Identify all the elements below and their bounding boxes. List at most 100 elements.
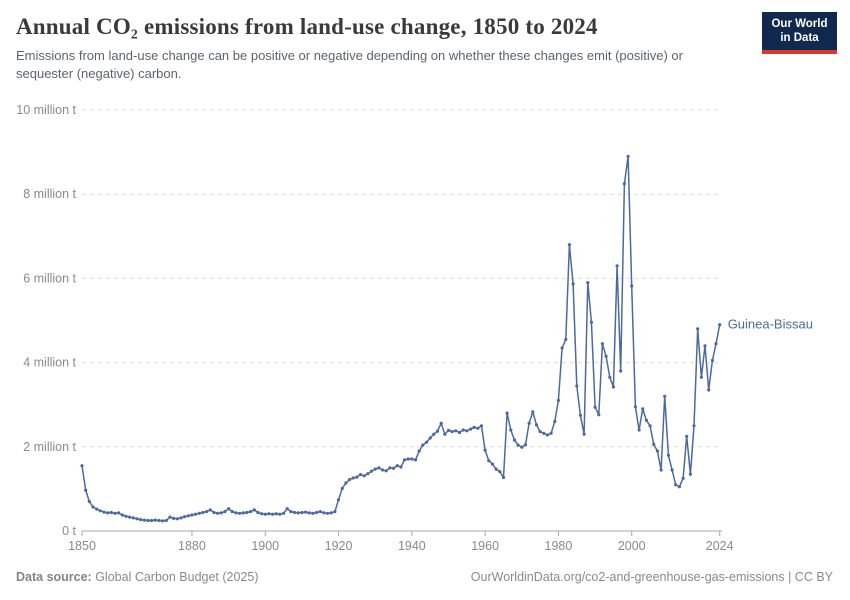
- data-point[interactable]: [688, 472, 693, 476]
- data-point[interactable]: [655, 449, 660, 453]
- data-point[interactable]: [586, 281, 590, 285]
- data-point[interactable]: [516, 443, 520, 447]
- data-point[interactable]: [450, 430, 454, 434]
- data-point[interactable]: [410, 457, 414, 461]
- data-point[interactable]: [238, 511, 242, 515]
- data-point[interactable]: [582, 432, 586, 436]
- data-point[interactable]: [344, 481, 348, 485]
- data-point[interactable]: [128, 515, 132, 519]
- data-point[interactable]: [630, 284, 634, 288]
- data-point[interactable]: [666, 453, 671, 457]
- data-point[interactable]: [512, 438, 517, 442]
- data-point[interactable]: [102, 510, 106, 514]
- data-point[interactable]: [369, 469, 374, 473]
- data-point[interactable]: [611, 385, 616, 389]
- data-point[interactable]: [234, 511, 238, 515]
- data-point[interactable]: [197, 511, 201, 515]
- data-point[interactable]: [388, 466, 392, 470]
- data-point[interactable]: [685, 434, 689, 438]
- data-point[interactable]: [428, 436, 432, 440]
- data-point[interactable]: [91, 505, 95, 509]
- data-point[interactable]: [483, 448, 487, 452]
- data-point[interactable]: [245, 510, 249, 515]
- data-point[interactable]: [523, 443, 528, 447]
- data-point[interactable]: [490, 462, 495, 466]
- data-point[interactable]: [256, 510, 260, 515]
- data-point[interactable]: [699, 375, 704, 379]
- data-point[interactable]: [373, 467, 377, 471]
- line-chart[interactable]: 0 t 2 million t 4 million t 6 million t 8 mi…: [0, 100, 850, 560]
- data-point[interactable]: [659, 468, 663, 472]
- data-point[interactable]: [520, 445, 524, 449]
- data-point[interactable]: [300, 510, 304, 515]
- data-point[interactable]: [479, 424, 484, 428]
- data-point[interactable]: [216, 511, 220, 515]
- data-point[interactable]: [670, 468, 674, 472]
- data-point[interactable]: [271, 512, 275, 516]
- data-point[interactable]: [194, 512, 198, 516]
- data-point[interactable]: [509, 428, 513, 432]
- data-point[interactable]: [527, 421, 531, 425]
- data-point[interactable]: [538, 430, 542, 434]
- data-point[interactable]: [589, 320, 594, 324]
- data-point[interactable]: [146, 518, 150, 523]
- data-point[interactable]: [443, 432, 447, 436]
- data-point[interactable]: [142, 518, 146, 522]
- data-point[interactable]: [230, 510, 234, 514]
- data-point[interactable]: [600, 342, 605, 346]
- data-point[interactable]: [164, 518, 168, 523]
- data-point[interactable]: [476, 426, 480, 430]
- entity-label[interactable]: Guinea-Bissau: [728, 317, 813, 332]
- data-point[interactable]: [293, 510, 297, 515]
- data-point[interactable]: [710, 358, 715, 363]
- data-point[interactable]: [340, 486, 344, 491]
- data-point[interactable]: [113, 511, 117, 515]
- owid-url-link[interactable]: OurWorldinData.org/co2-and-greenhouse-ga…: [470, 570, 833, 584]
- data-point[interactable]: [454, 429, 458, 433]
- data-point[interactable]: [263, 512, 267, 516]
- data-point[interactable]: [219, 511, 223, 515]
- data-point[interactable]: [707, 388, 711, 392]
- data-point[interactable]: [208, 508, 212, 512]
- data-point[interactable]: [135, 517, 139, 521]
- data-point[interactable]: [575, 384, 579, 388]
- data-point[interactable]: [578, 413, 583, 417]
- data-point[interactable]: [366, 472, 370, 476]
- data-point[interactable]: [84, 488, 88, 492]
- data-point[interactable]: [531, 410, 535, 414]
- data-point[interactable]: [542, 431, 546, 435]
- data-point[interactable]: [644, 418, 649, 422]
- data-point[interactable]: [377, 466, 381, 470]
- data-point[interactable]: [241, 511, 245, 515]
- data-point[interactable]: [487, 459, 491, 463]
- data-point[interactable]: [183, 515, 187, 519]
- data-point[interactable]: [249, 510, 253, 514]
- data-point[interactable]: [120, 513, 124, 517]
- data-point[interactable]: [362, 474, 366, 478]
- data-point[interactable]: [252, 508, 256, 512]
- data-point[interactable]: [641, 407, 645, 411]
- data-point[interactable]: [604, 354, 608, 358]
- data-point[interactable]: [285, 507, 289, 511]
- data-point[interactable]: [80, 464, 84, 468]
- data-point[interactable]: [703, 344, 707, 348]
- data-point[interactable]: [106, 511, 110, 515]
- data-point[interactable]: [571, 282, 575, 286]
- data-point[interactable]: [318, 510, 322, 514]
- data-point[interactable]: [205, 510, 209, 514]
- data-point[interactable]: [413, 458, 418, 462]
- data-point[interactable]: [439, 421, 443, 425]
- data-point[interactable]: [505, 411, 509, 415]
- data-point[interactable]: [336, 498, 341, 502]
- data-point[interactable]: [498, 470, 502, 474]
- data-point[interactable]: [124, 514, 128, 518]
- data-point[interactable]: [615, 264, 619, 268]
- data-point[interactable]: [633, 405, 638, 409]
- data-point[interactable]: [663, 394, 667, 398]
- data-point[interactable]: [560, 346, 564, 350]
- data-point[interactable]: [329, 511, 333, 515]
- data-point[interactable]: [150, 518, 154, 523]
- data-point[interactable]: [282, 511, 286, 515]
- data-point[interactable]: [432, 432, 436, 436]
- data-point[interactable]: [289, 510, 293, 514]
